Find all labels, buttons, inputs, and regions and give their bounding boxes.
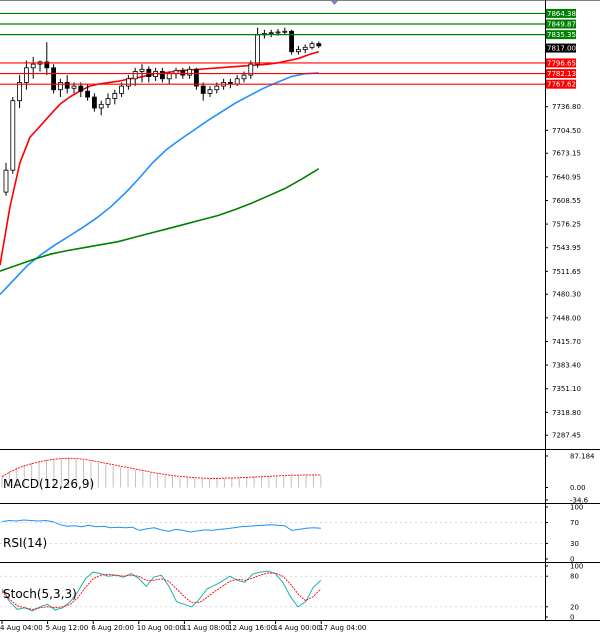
- macd-pane: 87.184 0.00 -34.6 MACD(12,26,9): [0, 450, 600, 505]
- candle[interactable]: [30, 56, 36, 79]
- rsi-label: RSI(14): [3, 536, 47, 550]
- price-tick-label: 7383.40: [552, 362, 581, 370]
- indicator-tick-label: 20: [570, 603, 579, 611]
- candle[interactable]: [187, 66, 193, 79]
- stoch-pane: 100 80 20 0 Stoch(5,3,3): [0, 563, 600, 622]
- level-price-tag: [546, 79, 576, 89]
- candle[interactable]: [207, 86, 213, 98]
- time-tick-label: 4 Aug 04:00: [0, 624, 43, 632]
- candle[interactable]: [58, 78, 63, 98]
- time-tick-label: 14 Aug 00:00: [274, 624, 321, 632]
- level-price-label: 7835.35: [547, 31, 576, 39]
- candle[interactable]: [302, 44, 308, 54]
- candle[interactable]: [105, 93, 111, 109]
- indicator-tick-label: 0: [570, 556, 574, 564]
- candle[interactable]: [316, 41, 322, 49]
- candle[interactable]: [282, 27, 288, 35]
- price-tick-label: 7511.65: [552, 268, 581, 276]
- candle[interactable]: [3, 162, 9, 196]
- time-tick-label: 12 Aug 16:00: [228, 624, 275, 632]
- level-price-label: 7767.62: [547, 81, 576, 89]
- candle[interactable]: [98, 100, 104, 116]
- indicator-tick-label: 70: [570, 519, 579, 527]
- level-price-tag: [546, 19, 576, 29]
- candle[interactable]: [193, 67, 199, 90]
- scroll-marker-icon[interactable]: [331, 1, 338, 5]
- indicator-tick-label: 87.184: [570, 453, 595, 461]
- current-price-label: 7817.00: [547, 45, 576, 53]
- price-tick-label: 7673.15: [552, 150, 581, 158]
- candle[interactable]: [92, 93, 97, 112]
- price-tick-label: 7640.95: [552, 173, 581, 181]
- candle[interactable]: [289, 29, 295, 55]
- macd-signal-line: [1, 457, 321, 479]
- rsi-pane: 100 70 30 0 RSI(14): [0, 504, 600, 564]
- price-tick-label: 7704.50: [552, 127, 581, 135]
- level-price-tag: [546, 69, 576, 79]
- candle[interactable]: [126, 75, 131, 90]
- price-tick-label: 7608.55: [552, 197, 581, 205]
- indicator-tick-label: 30: [570, 540, 579, 548]
- stoch-label: Stoch(5,3,3): [3, 587, 77, 601]
- level-price-label: 7864.38: [547, 10, 576, 18]
- stoch-main-line: [1, 570, 322, 612]
- candle[interactable]: [44, 42, 50, 76]
- candle[interactable]: [112, 89, 118, 105]
- price-tick-label: 7318.80: [552, 409, 581, 417]
- level-price-label: 7782.13: [547, 70, 576, 78]
- indicator-tick-label: 0.00: [570, 484, 586, 492]
- price-tick-label: 7576.25: [552, 221, 581, 229]
- candle[interactable]: [146, 66, 152, 83]
- time-tick-label: 6 Aug 20:00: [91, 624, 134, 632]
- current-price-tag: [546, 43, 576, 53]
- stoch-signal-line: [1, 572, 322, 610]
- level-price-tag: [546, 8, 576, 18]
- candle[interactable]: [200, 82, 206, 101]
- moving-average-line: [0, 168, 320, 272]
- level-price-tag: [546, 58, 576, 68]
- candle[interactable]: [51, 64, 56, 94]
- price-tick-label: 7480.30: [552, 291, 581, 299]
- price-tick-label: 7448.00: [552, 314, 581, 322]
- candle[interactable]: [85, 83, 90, 101]
- indicator-tick-label: 0: [570, 614, 574, 622]
- moving-average-line: [0, 72, 319, 296]
- price-tick-label: 7351.10: [552, 385, 581, 393]
- indicator-tick-label: 100: [570, 563, 583, 571]
- price-tick-label: 7287.45: [552, 432, 581, 440]
- indicator-tick-label: 100: [570, 504, 583, 512]
- macd-label: MACD(12,26,9): [3, 477, 94, 491]
- indicator-tick-label: -34.6: [570, 497, 589, 505]
- candle[interactable]: [159, 67, 165, 83]
- level-price-tag: [546, 30, 576, 40]
- candle[interactable]: [78, 82, 84, 98]
- candle[interactable]: [10, 97, 16, 174]
- time-tick-label: 17 Aug 04:00: [319, 624, 366, 632]
- indicator-tick-label: 80: [570, 573, 579, 581]
- main-price-pane: 7864.38 7849.87 7835.35 7796.65 7782.13 7767.…: [0, 0, 600, 450]
- price-tick-label: 7543.95: [552, 244, 581, 252]
- price-tick-label: 7415.70: [552, 338, 581, 346]
- time-tick-label: 10 Aug 00:00: [137, 624, 184, 632]
- candle[interactable]: [119, 82, 124, 98]
- candle[interactable]: [295, 45, 301, 55]
- candle[interactable]: [23, 60, 29, 90]
- price-tick-label: 7736.80: [552, 103, 581, 111]
- candle[interactable]: [309, 41, 315, 50]
- candle[interactable]: [132, 67, 138, 87]
- time-tick-label: 11 Aug 08:00: [182, 624, 229, 632]
- candle[interactable]: [268, 29, 274, 38]
- level-price-label: 7849.87: [547, 21, 576, 29]
- candle[interactable]: [17, 75, 23, 109]
- time-axis: 4 Aug 04:00 5 Aug 12:00 6 Aug 20:00 10 Aug …: [0, 620, 366, 632]
- level-price-label: 7796.65: [547, 59, 576, 67]
- time-tick-label: 5 Aug 12:00: [46, 624, 89, 632]
